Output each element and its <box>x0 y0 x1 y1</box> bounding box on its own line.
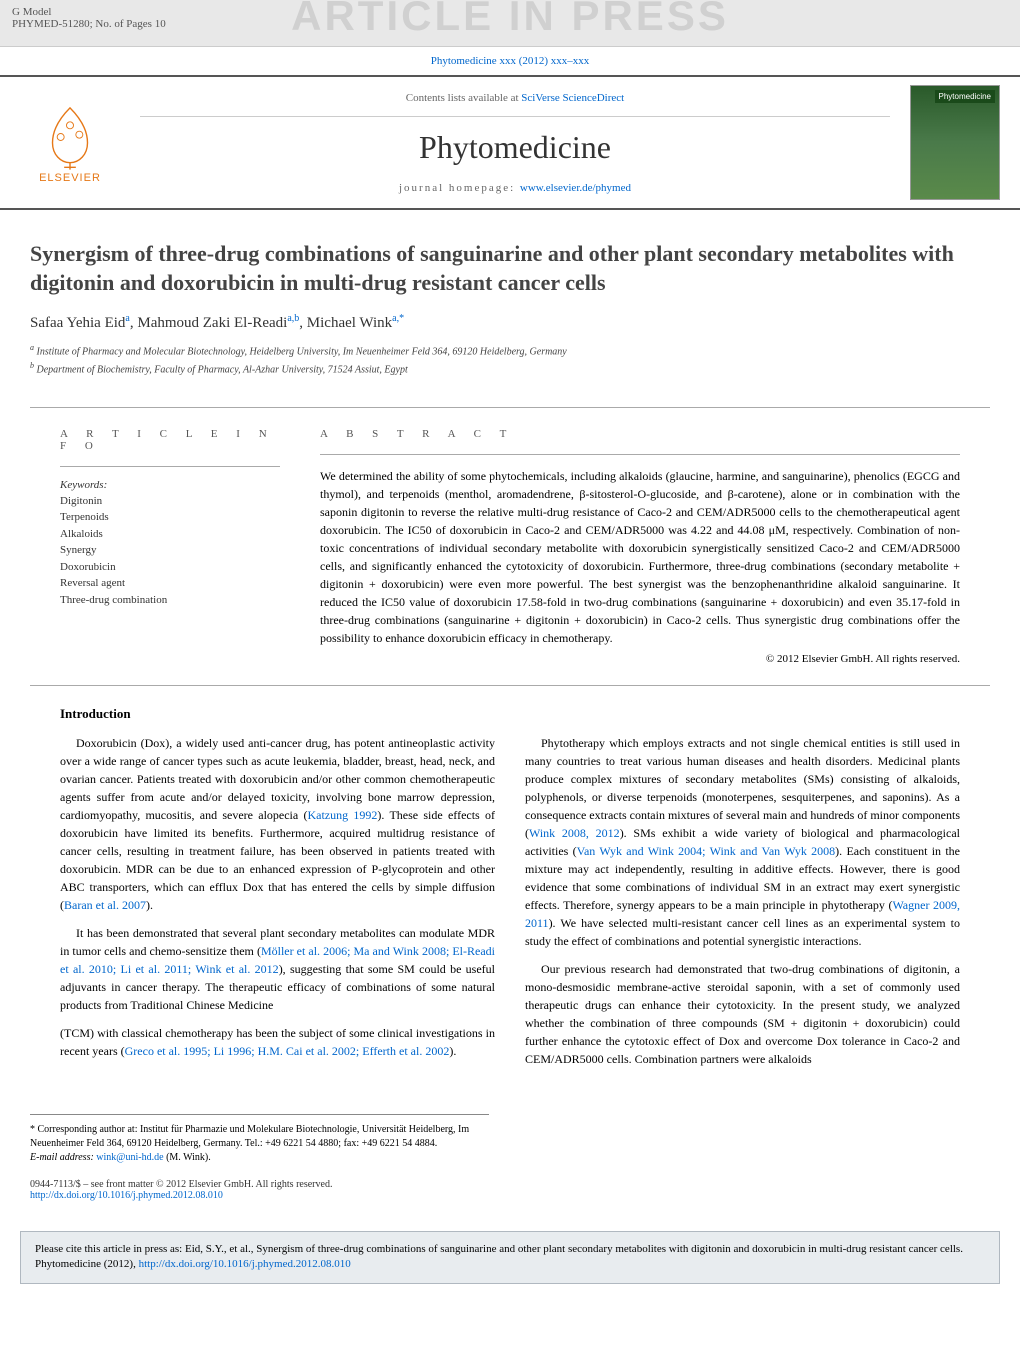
journal-name: Phytomedicine <box>140 129 890 166</box>
affiliations: a Institute of Pharmacy and Molecular Bi… <box>30 342 990 377</box>
contents-line: Contents lists available at SciVerse Sci… <box>140 92 890 117</box>
top-bar: G Model PHYMED-51280; No. of Pages 10 AR… <box>0 0 1020 47</box>
introduction-heading: Introduction <box>60 706 960 722</box>
abstract-col: A B S T R A C T We determined the abilit… <box>320 428 960 665</box>
keywords-label: Keywords: <box>60 479 280 491</box>
contents-prefix: Contents lists available at <box>406 92 521 104</box>
citation-box: Please cite this article in press as: Ei… <box>20 1231 1000 1284</box>
abstract-header: A B S T R A C T <box>320 428 960 440</box>
info-abstract-row: A R T I C L E I N F O Keywords: Digitoni… <box>30 407 990 685</box>
citebox-doi-link[interactable]: http://dx.doi.org/10.1016/j.phymed.2012.… <box>139 1258 351 1270</box>
doi-link[interactable]: http://dx.doi.org/10.1016/j.phymed.2012.… <box>30 1190 223 1201</box>
keywords-list: DigitoninTerpenoidsAlkaloidsSynergyDoxor… <box>60 493 280 609</box>
elsevier-logo: ELSEVIER <box>20 93 120 193</box>
sciencedirect-link[interactable]: SciVerse ScienceDirect <box>521 92 624 104</box>
email-suffix: (M. Wink). <box>164 1152 211 1163</box>
body-columns: Doxorubicin (Dox), a widely used anti-ca… <box>60 734 960 1074</box>
abstract-text: We determined the ability of some phytoc… <box>320 454 960 647</box>
article-info-header: A R T I C L E I N F O <box>60 428 280 452</box>
article-info-col: A R T I C L E I N F O Keywords: Digitoni… <box>60 428 280 665</box>
email-line: E-mail address: wink@uni-hd.de (M. Wink)… <box>30 1151 489 1165</box>
journal-header: ELSEVIER Contents lists available at Sci… <box>0 75 1020 210</box>
header-center: Contents lists available at SciVerse Sci… <box>140 92 890 194</box>
homepage-link[interactable]: www.elsevier.de/phymed <box>520 182 631 194</box>
issn-line: 0944-7113/$ – see front matter © 2012 El… <box>30 1179 990 1190</box>
introduction-section: Introduction Doxorubicin (Dox), a widely… <box>30 685 990 1094</box>
citation-line: Phytomedicine xxx (2012) xxx–xxx <box>0 47 1020 75</box>
email-label: E-mail address: <box>30 1152 96 1163</box>
corresponding-author: * Corresponding author at: Institut für … <box>30 1123 489 1151</box>
elsevier-text: ELSEVIER <box>39 172 101 184</box>
abstract-copyright: © 2012 Elsevier GmbH. All rights reserve… <box>320 653 960 665</box>
journal-cover-thumb: Phytomedicine <box>910 85 1000 200</box>
homepage-line: journal homepage: www.elsevier.de/phymed <box>140 182 890 194</box>
authors: Safaa Yehia Eida, Mahmoud Zaki El-Readia… <box>30 313 990 332</box>
article-title: Synergism of three-drug combinations of … <box>30 240 990 297</box>
homepage-prefix: journal homepage: <box>399 182 520 194</box>
footnotes: * Corresponding author at: Institut für … <box>30 1114 489 1173</box>
cover-label: Phytomedicine <box>935 90 995 103</box>
tree-icon <box>35 102 105 172</box>
copyright-footer: 0944-7113/$ – see front matter © 2012 El… <box>0 1173 1020 1221</box>
title-section: Synergism of three-drug combinations of … <box>0 210 1020 387</box>
email-link[interactable]: wink@uni-hd.de <box>96 1152 163 1163</box>
